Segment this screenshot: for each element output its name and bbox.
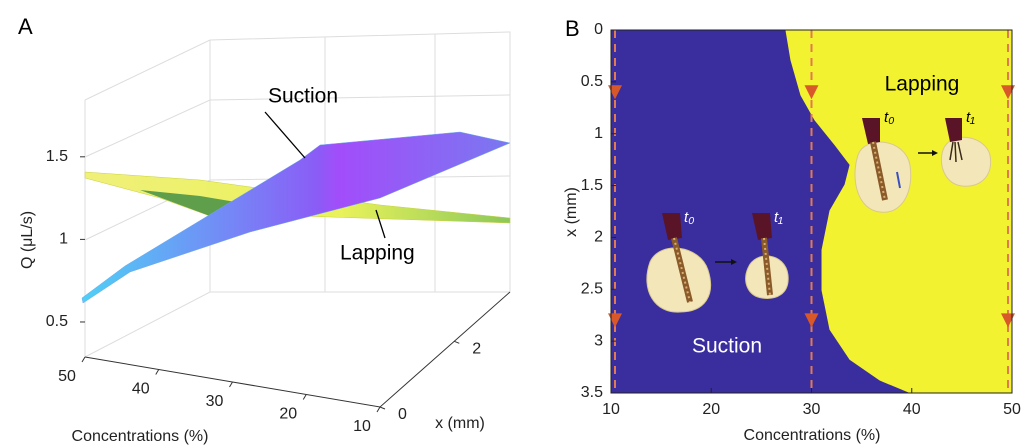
x-tick (155, 369, 160, 375)
panel-label: A (18, 14, 33, 39)
x-tick-label: 30 (803, 401, 821, 418)
y-tick (454, 340, 460, 344)
suction-leader (264, 111, 306, 159)
y-axis-label: x (mm) (563, 187, 580, 237)
x-tick-label: 40 (903, 401, 921, 418)
x-tick-label: 10 (602, 401, 620, 418)
guide-marker (804, 85, 819, 100)
y-tick-label: 2 (594, 229, 603, 246)
y-tick-label: 1.5 (581, 177, 603, 194)
insect-illustration (940, 118, 992, 187)
x-tick (229, 381, 233, 388)
arrow-head (731, 259, 737, 265)
x-tick-label: 50 (1003, 401, 1021, 418)
time-label: t₀ (684, 209, 695, 226)
y-tick-label: 3 (594, 332, 603, 349)
y-tick-label: 0.5 (581, 73, 603, 90)
time-label: t₁ (966, 109, 975, 126)
y-tick-label: 0 (594, 21, 603, 38)
z-tick-label: 0.5 (46, 313, 68, 330)
time-label: t₁ (774, 209, 783, 226)
y-tick-label: 2 (472, 341, 481, 358)
y-tick (379, 406, 386, 410)
annotation: Suction (268, 85, 338, 108)
lapping-leader (375, 209, 386, 239)
x-tick (376, 406, 381, 413)
suction-surface (81, 131, 511, 304)
annotation: Lapping (340, 242, 415, 265)
x-tick-label: 20 (279, 406, 297, 423)
panel-b: 10 20 30 40 50 0 0.5 1 1.5 2 2.5 3 3.5 (581, 21, 1021, 418)
panel-b-illustrations: Lapping Suction t₀ t₁ t₀ t₁ (646, 73, 992, 358)
annotation: Lapping (885, 73, 960, 96)
surfaces (81, 131, 511, 304)
x-tick-label: 40 (132, 381, 150, 398)
panel-a-box (84, 31, 511, 358)
z-tick-label: 1.5 (46, 148, 68, 165)
guide-marker (804, 313, 819, 328)
annotation: Suction (692, 335, 762, 358)
insect-illustration (646, 213, 712, 313)
arrow-head (932, 150, 938, 156)
panel-label: B (565, 16, 580, 41)
x-axis-label: Concentrations (%) (744, 427, 881, 444)
x-tick-label: 20 (702, 401, 720, 418)
y-tick-label: 2.5 (581, 281, 603, 298)
insect-illustration (745, 213, 789, 299)
x-tick-label: 50 (58, 368, 76, 385)
z-axis-label: Q (μL/s) (19, 211, 36, 269)
y-tick-label: 0 (398, 406, 407, 423)
y-tick-label: 1 (594, 125, 603, 142)
z-tick-label: 1 (59, 231, 68, 248)
y-axis-label: x (mm) (435, 415, 485, 432)
x-tick (81, 356, 86, 363)
insect-illustration (854, 118, 912, 213)
x-axis-label: Concentrations (%) (72, 428, 209, 445)
x-tick-label: 10 (353, 418, 371, 435)
time-label: t₀ (884, 109, 895, 126)
y-tick-label: 3.5 (581, 384, 603, 401)
x-tick-label: 30 (206, 393, 224, 410)
x-tick (302, 394, 307, 400)
